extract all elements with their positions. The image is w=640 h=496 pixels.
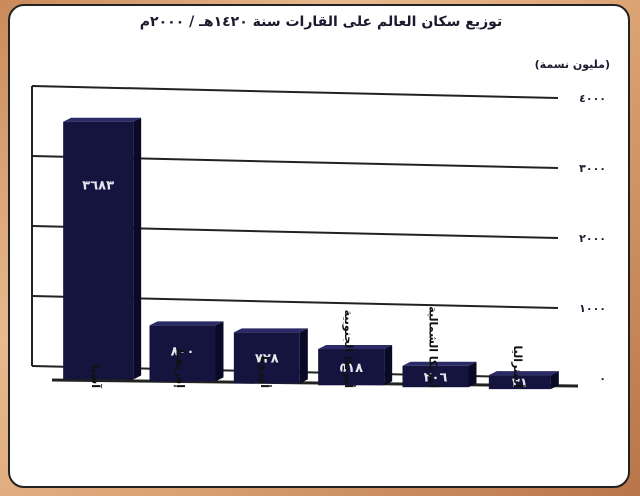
bar-value-label: ٣١: [512, 376, 528, 391]
y-tick-label: ٢٠٠٠: [579, 232, 606, 245]
bar-value-label: ٥١٨: [339, 361, 363, 376]
bar: [63, 121, 134, 380]
bar-side: [384, 345, 393, 386]
category-label: إفريقيا: [174, 350, 187, 388]
chart-title: توزيع سكان العالم على القارات سنة ١٤٢٠هـ…: [139, 14, 503, 30]
bar-value-label: ٨٠٠: [171, 344, 195, 359]
bar-top: [233, 328, 308, 333]
bar: [149, 325, 216, 382]
y-tick-label: ١٠٠٠: [579, 302, 606, 315]
category-label: أمريكا الشمالية: [427, 306, 441, 388]
y-tick-label: ٤٠٠٠: [579, 92, 606, 105]
gridline: [31, 85, 559, 99]
y-tick-label: ٠: [599, 372, 606, 385]
category-label: آسيا: [89, 365, 103, 388]
bar: [402, 365, 469, 388]
bar-side: [468, 361, 477, 388]
bar: [488, 375, 551, 390]
bar-top: [149, 321, 224, 326]
bar-top: [318, 345, 393, 350]
bar-value-label: ٣٠٦: [424, 370, 448, 385]
bar: [318, 349, 385, 386]
category-label: أوروبا: [258, 356, 272, 388]
bar-value-label: ٧٢٨: [255, 351, 279, 366]
bar: [233, 332, 300, 384]
y-axis-unit-label: (مليون نسمة): [534, 58, 610, 71]
bar-side: [550, 371, 559, 390]
bar-side: [133, 117, 142, 380]
bar-side: [215, 321, 224, 382]
y-tick-label: ٣٠٠٠: [579, 162, 606, 175]
category-label: أستراليا: [511, 346, 525, 388]
bar-top: [488, 371, 559, 376]
bar-top: [402, 361, 477, 366]
category-label: أمريكا الجنوبية: [342, 310, 356, 388]
bar-top: [63, 117, 142, 122]
bar-side: [299, 328, 308, 384]
chart-card: توزيع سكان العالم على القارات سنة ١٤٢٠هـ…: [8, 4, 630, 488]
bar-value-label: ٣٦٨٣: [82, 179, 114, 194]
